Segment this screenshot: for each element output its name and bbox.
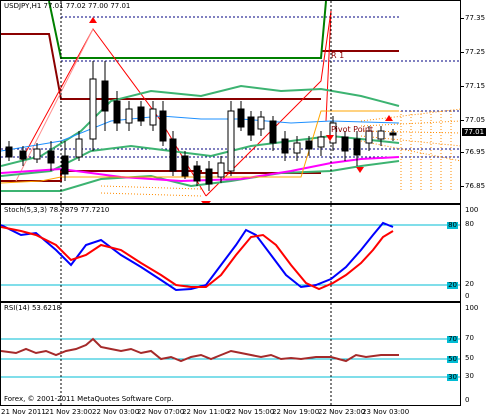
rsi-tick-label: 0 xyxy=(465,396,470,404)
chart-header: USDJPY,H1 77.01 77.02 77.00 77.01 xyxy=(4,2,131,10)
rsi-line xyxy=(1,337,399,363)
price-tick-label: 76.95 xyxy=(465,148,486,156)
price-axis: 77.35 77.25 77.15 77.05 76.95 76.85 xyxy=(461,0,490,204)
fractal-arrows xyxy=(89,17,393,203)
rsi-axis: 100 70 50 30 0 xyxy=(461,302,490,406)
rsi-tick-label: 70 xyxy=(465,334,474,342)
time-tick-label: 21 Nov 23:00 xyxy=(45,408,93,416)
r1-label: R 1 xyxy=(331,51,345,60)
stoch-tick-label: 80 xyxy=(465,220,474,228)
stoch-signal-line xyxy=(1,226,394,291)
stoch-tick-label: 20 xyxy=(465,280,474,288)
price-tick-label: 77.15 xyxy=(465,82,486,90)
rsi-svg xyxy=(1,303,460,405)
current-price-marker: 77.01 xyxy=(462,128,487,136)
stochastic-axis: 100 80 20 0 xyxy=(461,204,490,302)
candles xyxy=(5,61,397,191)
time-tick-label: 22 Nov 19:00 xyxy=(272,408,320,416)
magenta-ma xyxy=(1,156,400,183)
orange-line xyxy=(1,110,399,184)
stoch-tick-label: 100 xyxy=(465,206,479,214)
time-tick-label: 23 Nov 03:00 xyxy=(362,408,410,416)
stochastic-panel[interactable]: Stoch(5,3,3) 78.7879 77.7210 80 20 xyxy=(0,204,461,302)
rsi-tick-label: 30 xyxy=(465,372,474,380)
rsi-level-30: 30 xyxy=(447,373,458,381)
time-tick-label: 22 Nov 07:00 xyxy=(137,408,185,416)
orange-fan xyxy=(100,108,460,197)
stochastic-header: Stoch(5,3,3) 78.7879 77.7210 xyxy=(4,206,110,214)
stoch-main-line xyxy=(1,221,394,292)
price-tick-label: 77.35 xyxy=(465,14,486,22)
rsi-level-70: 70 xyxy=(447,335,458,343)
stoch-level-80: 80 xyxy=(447,221,458,229)
time-tick-label: 22 Nov 23:00 xyxy=(318,408,366,416)
time-tick-label: 22 Nov 15:00 xyxy=(227,408,275,416)
pivot-point-label: Pivot Point xyxy=(331,125,374,134)
time-tick-label: 21 Nov 2011 xyxy=(1,408,46,416)
green-channel xyxy=(48,1,327,59)
period-separators xyxy=(60,1,332,203)
price-tick-label: 77.25 xyxy=(465,48,486,56)
price-chart-panel[interactable]: USDJPY,H1 77.01 77.02 77.00 77.01 R 1 Pi… xyxy=(0,0,461,204)
rsi-panel[interactable]: RSI(14) 53.6218 70 50 30 Forex, © 2001-2… xyxy=(0,302,461,406)
price-tick-label: 77.05 xyxy=(465,116,486,124)
rsi-header: RSI(14) 53.6218 xyxy=(4,304,61,312)
price-chart-svg xyxy=(1,1,460,203)
copyright-text: Forex, © 2001-2011 MetaQuotes Software C… xyxy=(4,395,174,403)
stoch-level-20: 20 xyxy=(447,281,458,289)
rsi-tick-label: 50 xyxy=(465,354,474,362)
rsi-tick-label: 100 xyxy=(465,304,479,312)
time-tick-label: 22 Nov 11:00 xyxy=(182,408,230,416)
price-tick-label: 76.85 xyxy=(465,182,486,190)
rsi-level-50: 50 xyxy=(447,355,458,363)
stoch-tick-label: 0 xyxy=(465,292,470,300)
time-tick-label: 22 Nov 03:00 xyxy=(92,408,140,416)
stochastic-svg xyxy=(1,205,460,301)
